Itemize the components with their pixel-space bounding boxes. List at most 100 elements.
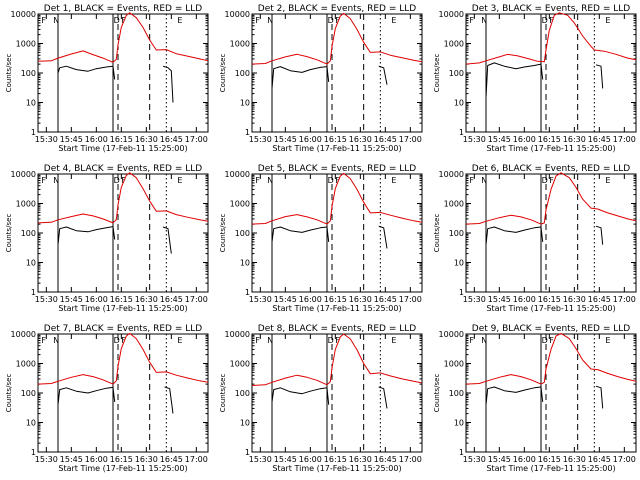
event-marker-label: E (177, 176, 182, 185)
y-axis-label: Counts/sec (433, 54, 441, 93)
lld-series-line (251, 12, 423, 65)
x-tick-label: 16:15 (324, 135, 347, 144)
x-tick-label: 16:30 (563, 455, 586, 464)
x-axis-label: Start Time (17-Feb-11 15:25:00) (486, 144, 615, 153)
y-tick-label: 1000 (16, 40, 36, 49)
x-tick-label: 15:30 (35, 135, 58, 144)
plot-frame (465, 13, 637, 133)
x-axis-label: Start Time (17-Feb-11 15:25:00) (58, 144, 187, 153)
y-tick-label: 1000 (230, 40, 250, 49)
event-marker-label: D (114, 336, 120, 345)
x-tick-label: 16:45 (588, 455, 611, 464)
panel-det-4: Det 4, BLACK = Events, RED = LLD 1 10 100 10… (5, 164, 209, 313)
panel-title: Det 4, BLACK = Events, RED = LLD (44, 164, 203, 174)
event-marker-label: D (114, 176, 120, 185)
event-marker-label: F (549, 336, 554, 345)
y-tick-label: 10000 (439, 10, 464, 19)
x-tick-label: 15:30 (463, 295, 486, 304)
x-axis-label: Start Time (17-Feb-11 15:25:00) (486, 464, 615, 473)
event-marker-label: N (53, 176, 59, 185)
x-tick-label: 16:00 (85, 295, 108, 304)
x-tick-label: 15:45 (60, 135, 83, 144)
x-tick-label: 16:45 (160, 135, 183, 144)
plot-frame (251, 333, 423, 453)
events-series-line (271, 386, 388, 409)
x-tick-label: 15:30 (35, 455, 58, 464)
y-tick-label: 1000 (230, 360, 250, 369)
x-tick-label: 17:00 (613, 135, 636, 144)
event-marker-label: F (469, 16, 474, 25)
panel-title: Det 5, BLACK = Events, RED = LLD (258, 164, 417, 174)
x-tick-label: 15:45 (274, 455, 297, 464)
x-tick-label: 16:15 (110, 295, 133, 304)
event-marker-label: D (542, 16, 548, 25)
x-tick-label: 16:30 (135, 135, 158, 144)
x-tick-label: 15:30 (249, 295, 272, 304)
y-axis-label: Counts/sec (5, 214, 13, 253)
y-tick-label: 1000 (444, 40, 464, 49)
y-tick-label: 10 (240, 99, 250, 108)
event-marker-label: N (267, 336, 273, 345)
y-tick-label: 100 (235, 229, 250, 238)
event-marker-label: F (41, 176, 46, 185)
y-tick-label: 1000 (444, 360, 464, 369)
panel-title: Det 3, BLACK = Events, RED = LLD (472, 4, 631, 14)
panel-title: Det 2, BLACK = Events, RED = LLD (258, 4, 417, 14)
event-marker-label: N (481, 176, 487, 185)
x-axis-label: Start Time (17-Feb-11 15:25:00) (272, 464, 401, 473)
events-series-line (271, 65, 388, 89)
event-marker-label: N (53, 336, 59, 345)
event-marker-label: F (255, 176, 260, 185)
x-tick-label: 16:45 (588, 295, 611, 304)
y-axis-label: Counts/sec (5, 54, 13, 93)
event-marker-label: F (335, 16, 340, 25)
x-tick-label: 16:45 (374, 295, 397, 304)
x-tick-label: 15:45 (274, 135, 297, 144)
event-marker-label: N (267, 16, 273, 25)
event-marker-label: D (328, 176, 334, 185)
y-tick-label: 1 (31, 128, 36, 137)
event-marker-label: N (53, 16, 59, 25)
event-marker-label: F (255, 336, 260, 345)
x-tick-label: 15:30 (463, 455, 486, 464)
plot-frame (251, 13, 423, 133)
events-series-line (57, 226, 172, 254)
lld-series-line (465, 12, 637, 65)
y-axis-label: Counts/sec (433, 214, 441, 253)
x-tick-label: 16:00 (513, 295, 536, 304)
y-tick-label: 10000 (225, 170, 250, 179)
y-tick-label: 100 (449, 389, 464, 398)
panel-det-3: Det 3, BLACK = Events, RED = LLD 1 10 100 10… (433, 4, 637, 153)
y-tick-label: 100 (449, 69, 464, 78)
events-series-line (485, 385, 604, 409)
event-marker-label: D (114, 16, 120, 25)
y-tick-label: 10000 (225, 10, 250, 19)
lld-series-line (37, 332, 209, 385)
y-tick-label: 100 (21, 229, 36, 238)
y-tick-label: 1000 (16, 200, 36, 209)
x-axis-label: Start Time (17-Feb-11 15:25:00) (272, 304, 401, 313)
plot-frame (37, 173, 209, 293)
plot-frame (251, 173, 423, 293)
x-tick-label: 15:45 (274, 295, 297, 304)
y-axis-label: Counts/sec (219, 54, 227, 93)
event-marker-label: D (542, 176, 548, 185)
event-marker-label: D (542, 336, 548, 345)
x-tick-label: 16:15 (110, 135, 133, 144)
x-tick-label: 16:15 (538, 295, 561, 304)
event-marker-label: E (391, 176, 396, 185)
x-tick-label: 16:30 (563, 135, 586, 144)
event-marker-label: N (267, 176, 273, 185)
x-tick-label: 16:15 (538, 135, 561, 144)
x-tick-label: 16:00 (513, 135, 536, 144)
y-tick-label: 10 (454, 259, 464, 268)
y-tick-label: 10 (454, 419, 464, 428)
x-tick-label: 16:30 (349, 295, 372, 304)
x-tick-label: 16:15 (324, 295, 347, 304)
panel-det-8: Det 8, BLACK = Events, RED = LLD 1 10 100 10… (219, 324, 423, 473)
panel-det-9: Det 9, BLACK = Events, RED = LLD 1 10 100 10… (433, 324, 637, 473)
x-tick-label: 17:00 (613, 295, 636, 304)
x-tick-label: 16:15 (324, 455, 347, 464)
event-marker-label: E (605, 16, 610, 25)
